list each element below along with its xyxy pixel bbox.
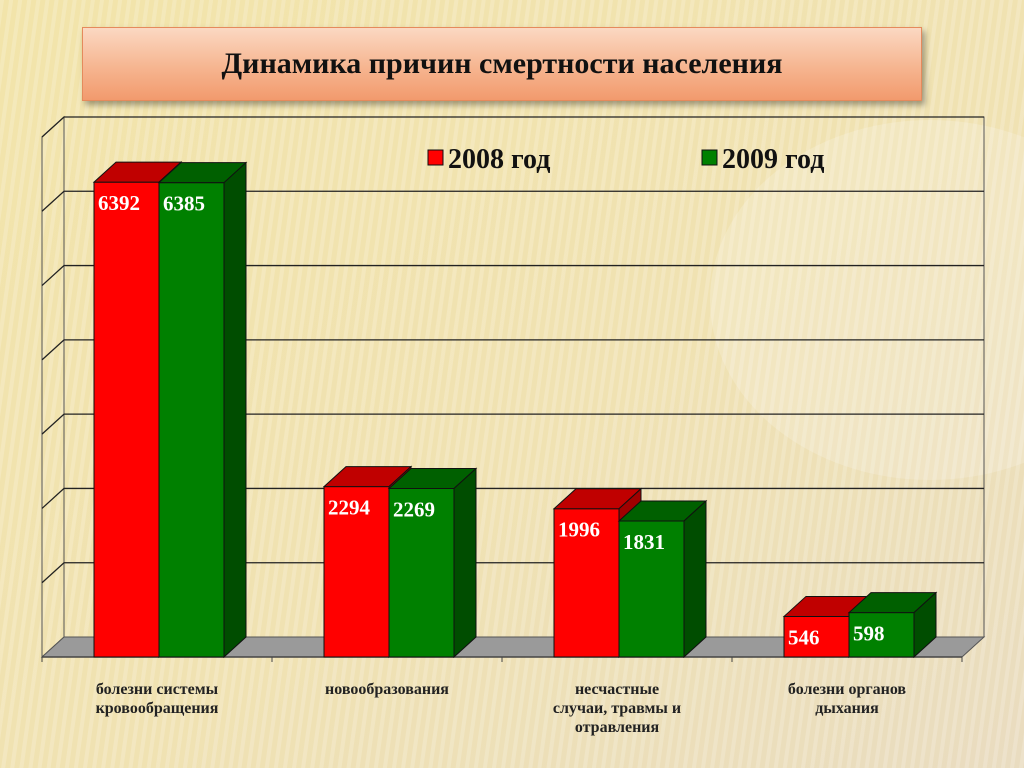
category-label-line: болезни органов <box>788 681 907 698</box>
bar-side-2009-год-0 <box>223 161 247 659</box>
bar-2008-год-1 <box>323 486 390 658</box>
category-label-line: болезни системы <box>96 681 219 698</box>
bar-2009-год-1 <box>388 487 455 658</box>
legend-label-1: 2009 год <box>722 144 824 175</box>
data-label-2008-год-2: 1996 <box>558 518 600 542</box>
bar-2009-год-2 <box>618 520 685 658</box>
gridline <box>41 413 984 435</box>
bar-side-2009-год-1 <box>453 467 477 659</box>
data-label-2008-год-1: 2294 <box>328 496 371 520</box>
data-label-2008-год-3: 546 <box>788 625 820 649</box>
category-label-line: случаи, травмы и <box>553 700 681 717</box>
category-label-line: новообразования <box>325 681 449 698</box>
data-label-2008-год-0: 6392 <box>98 191 140 215</box>
category-label-line: отравления <box>575 719 660 736</box>
bar-2009-год-3 <box>848 612 915 658</box>
bar-2008-год-3 <box>783 615 850 658</box>
category-label-line: дыхания <box>815 700 879 717</box>
category-label-3: болезни органов дыхания <box>788 681 907 717</box>
bar-side-2009-год-2 <box>683 499 707 659</box>
legend-swatch-0 <box>427 149 444 166</box>
bar-2009-год-0 <box>158 182 225 658</box>
gridline <box>41 116 984 138</box>
data-label-2009-год-3: 598 <box>853 622 885 646</box>
bar-2008-год-2 <box>553 508 620 658</box>
gridline <box>41 190 984 212</box>
category-label-line: кровообращения <box>96 700 219 717</box>
category-label-line: несчастные <box>575 681 659 698</box>
page-title: Динамика причин смертности населения <box>221 47 783 80</box>
chart-side-wall <box>41 115 65 659</box>
bar-side-2009-год-3 <box>913 591 937 659</box>
gridline <box>41 264 984 287</box>
category-label-1: новообразования <box>325 681 449 698</box>
gridline <box>41 339 984 361</box>
category-label-0: болезни системы кровообращения <box>96 681 219 717</box>
data-label-2009-год-1: 2269 <box>393 497 435 521</box>
data-label-2009-год-2: 1831 <box>623 530 665 554</box>
legend-swatch-1 <box>701 149 718 166</box>
data-label-2009-год-0: 6385 <box>163 192 205 216</box>
bar-2008-год-0 <box>93 181 160 658</box>
gridline <box>41 487 984 509</box>
legend-label-0: 2008 год <box>448 144 550 175</box>
category-label-2: несчастные случаи, травмы и отравления <box>553 681 681 736</box>
title-banner: Динамика причин смертности населения <box>82 27 922 101</box>
